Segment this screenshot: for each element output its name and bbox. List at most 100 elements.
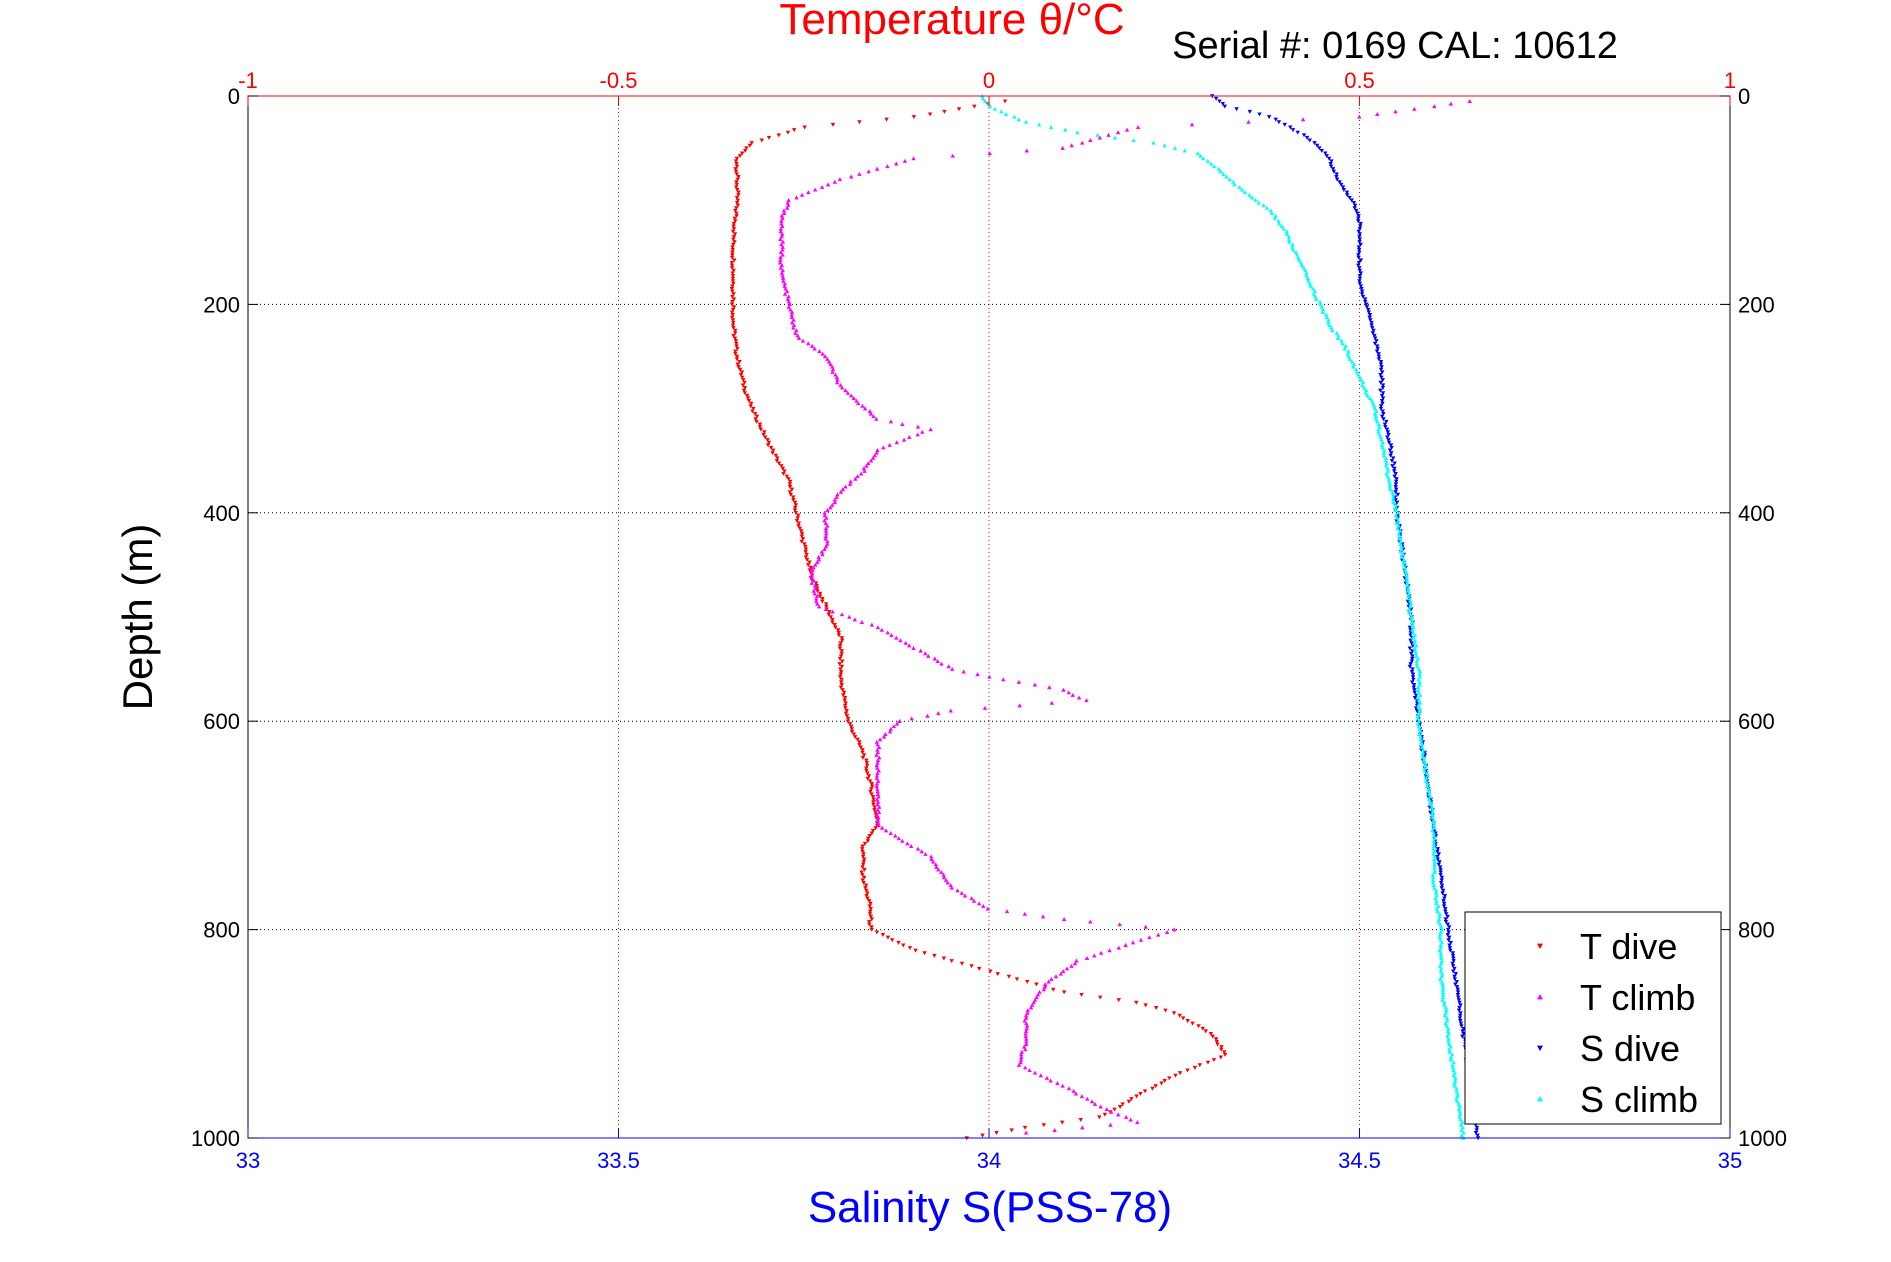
data-point bbox=[865, 839, 871, 844]
data-point bbox=[837, 177, 843, 182]
data-point bbox=[1439, 886, 1444, 891]
data-point bbox=[1415, 664, 1420, 669]
data-point bbox=[1247, 109, 1253, 114]
data-point bbox=[1273, 117, 1278, 122]
data-point bbox=[1299, 263, 1305, 268]
data-point bbox=[853, 476, 858, 481]
data-point bbox=[825, 356, 830, 361]
data-point bbox=[732, 240, 737, 245]
data-point bbox=[1079, 992, 1084, 997]
data-point bbox=[1407, 625, 1413, 630]
data-point bbox=[730, 253, 735, 258]
data-point bbox=[1410, 643, 1416, 648]
data-point bbox=[1440, 888, 1446, 893]
data-point bbox=[1134, 1000, 1139, 1005]
data-point bbox=[731, 320, 736, 325]
data-point bbox=[1378, 404, 1384, 409]
data-point bbox=[1393, 109, 1398, 114]
data-point bbox=[729, 260, 735, 265]
data-point bbox=[986, 101, 991, 106]
data-point bbox=[1359, 289, 1365, 294]
data-point bbox=[825, 182, 831, 187]
data-point bbox=[791, 498, 796, 502]
data-point bbox=[1391, 494, 1396, 499]
top-tick-label: -0.5 bbox=[600, 68, 638, 93]
y-tick-label-right: 800 bbox=[1738, 918, 1775, 943]
data-point bbox=[867, 834, 872, 839]
data-point bbox=[1359, 377, 1364, 382]
data-point bbox=[847, 481, 853, 486]
data-point bbox=[737, 359, 742, 364]
data-point bbox=[1213, 96, 1219, 101]
data-point bbox=[783, 286, 788, 291]
data-point bbox=[1370, 331, 1376, 336]
data-point bbox=[734, 182, 740, 187]
data-point bbox=[1444, 1008, 1449, 1013]
data-point bbox=[777, 260, 783, 265]
data-point bbox=[861, 880, 866, 885]
data-point bbox=[1417, 722, 1423, 727]
data-point bbox=[1117, 1104, 1123, 1109]
x-axis-label: Salinity S(PSS-78) bbox=[808, 1183, 1172, 1232]
data-point bbox=[1014, 977, 1020, 982]
data-point bbox=[776, 461, 782, 466]
data-point bbox=[788, 307, 793, 312]
data-point bbox=[785, 200, 790, 205]
data-point bbox=[1313, 296, 1319, 301]
data-point bbox=[766, 440, 772, 445]
data-point bbox=[893, 833, 898, 838]
data-point bbox=[885, 630, 890, 635]
data-point bbox=[837, 646, 843, 651]
data-point bbox=[1383, 425, 1388, 430]
data-point bbox=[1018, 1052, 1024, 1057]
data-point bbox=[1290, 128, 1296, 133]
data-point bbox=[1384, 427, 1390, 432]
data-point bbox=[839, 664, 845, 669]
data-point bbox=[1474, 1125, 1480, 1130]
data-point bbox=[761, 432, 766, 437]
data-point bbox=[1422, 753, 1428, 758]
data-point bbox=[1189, 122, 1195, 127]
data-point bbox=[1366, 307, 1371, 312]
data-point bbox=[812, 591, 817, 596]
data-point bbox=[797, 526, 803, 531]
data-point bbox=[845, 390, 851, 395]
data-point bbox=[842, 703, 848, 708]
data-point bbox=[1436, 862, 1441, 867]
data-point bbox=[875, 807, 880, 812]
data-point bbox=[1406, 591, 1412, 596]
data-point bbox=[1198, 153, 1203, 158]
data-point bbox=[859, 620, 865, 624]
data-point bbox=[1435, 847, 1441, 852]
data-point bbox=[1410, 656, 1415, 661]
data-point bbox=[925, 713, 930, 718]
data-point bbox=[875, 820, 881, 825]
data-point bbox=[1334, 330, 1340, 335]
data-point bbox=[773, 453, 779, 458]
data-point bbox=[1402, 560, 1407, 565]
y-tick-label-right: 1000 bbox=[1738, 1126, 1787, 1151]
data-point bbox=[803, 555, 809, 560]
data-point bbox=[975, 672, 980, 677]
data-point bbox=[1435, 909, 1440, 914]
bottom-tick-label: 33 bbox=[236, 1148, 260, 1173]
data-point bbox=[839, 649, 844, 654]
data-point bbox=[1448, 940, 1453, 945]
data-point bbox=[799, 531, 805, 536]
data-point bbox=[1365, 393, 1370, 398]
data-point bbox=[1413, 648, 1418, 653]
data-point bbox=[1395, 513, 1401, 518]
data-point bbox=[732, 232, 738, 237]
data-point bbox=[936, 711, 941, 716]
data-point bbox=[1269, 211, 1275, 215]
data-point bbox=[1425, 773, 1431, 778]
data-point bbox=[1446, 1036, 1451, 1041]
data-point bbox=[852, 735, 858, 740]
data-point bbox=[869, 787, 874, 792]
data-point bbox=[848, 393, 854, 398]
data-point bbox=[799, 529, 804, 534]
data-point bbox=[1430, 807, 1435, 812]
data-point bbox=[1455, 990, 1461, 995]
data-point bbox=[969, 964, 974, 969]
